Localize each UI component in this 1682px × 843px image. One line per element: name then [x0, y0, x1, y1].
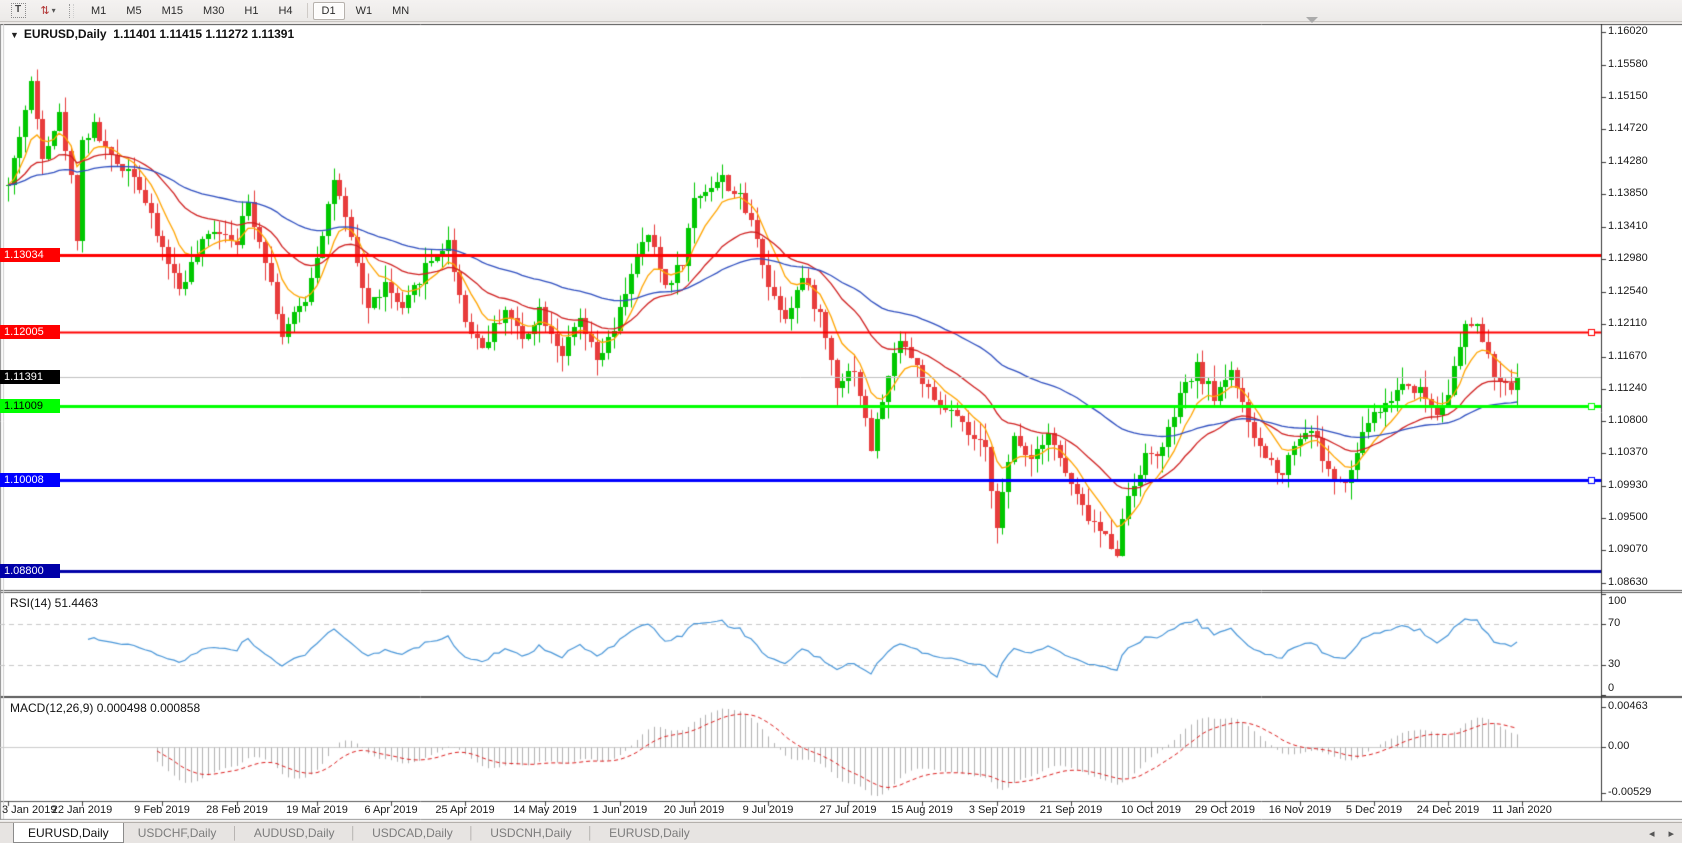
arrows-icon: ⇅	[40, 5, 49, 17]
timeframe-m1-button[interactable]: M1	[91, 4, 107, 17]
timeframe-d1-button[interactable]: D1	[312, 1, 345, 20]
tab-separator: │	[231, 826, 239, 840]
tab-usdcad-daily[interactable]: USDCAD,Daily	[372, 826, 453, 840]
tab-scroll-right-icon[interactable]: ▸	[1668, 827, 1674, 840]
tab-eurusd-daily[interactable]: EURUSD,Daily	[609, 826, 690, 840]
toolbar-grip	[69, 3, 74, 18]
tab-separator: │	[467, 826, 476, 840]
chart-canvas[interactable]	[0, 24, 1682, 821]
top-toolbar: T ⇅ ▾ M1 M5 M15 M30 H1 H4 D1 W1 MN	[0, 0, 1682, 23]
timeframe-m5-button[interactable]: M5	[126, 4, 142, 17]
tab-separator: │	[586, 826, 595, 840]
timeframe-h4-button[interactable]: H4	[278, 4, 293, 17]
timeframe-h1-button[interactable]: H1	[244, 4, 259, 17]
tab-scroll-left-icon[interactable]: ◂	[1648, 827, 1655, 840]
chevron-down-icon: ▾	[51, 6, 56, 15]
tab-separator: │	[349, 826, 358, 840]
timeframe-m15-button[interactable]: M15	[161, 4, 183, 17]
tab-eurusd-daily[interactable]: EURUSD,Daily	[13, 823, 124, 843]
timeframe-w1-button[interactable]: W1	[355, 4, 373, 17]
tab-usdchf-daily[interactable]: USDCHF,Daily	[137, 826, 217, 840]
text-tool-icon: T	[10, 3, 26, 18]
cursor-tools-button[interactable]: ⇅ ▾	[34, 1, 62, 20]
tab-usdcnh-daily[interactable]: USDCNH,Daily	[490, 826, 572, 840]
tabs-container: EURUSD,Daily USDCHF,Daily │ AUDUSD,Daily │ US…	[0, 823, 704, 843]
tab-audusd-daily[interactable]: AUDUSD,Daily	[253, 826, 335, 840]
timeframe-mn-button[interactable]: MN	[392, 4, 410, 17]
chart-tab-bar: EURUSD,Daily USDCHF,Daily │ AUDUSD,Daily │ US…	[0, 822, 1682, 843]
toolbar-separator	[306, 3, 308, 18]
chart-window: ▼ EURUSD,Daily 1.11401 1.11415 1.11272 1.…	[0, 24, 1682, 821]
text-tool-button[interactable]: T	[4, 1, 32, 20]
timeframe-m30-button[interactable]: M30	[202, 4, 225, 17]
timeframe-group: M1 M5 M15 M30 H1 H4 D1 W1 MN	[81, 1, 419, 20]
chart-shift-marker-icon[interactable]	[1306, 17, 1318, 23]
tab-nav: ◂ ▸	[1649, 823, 1674, 843]
